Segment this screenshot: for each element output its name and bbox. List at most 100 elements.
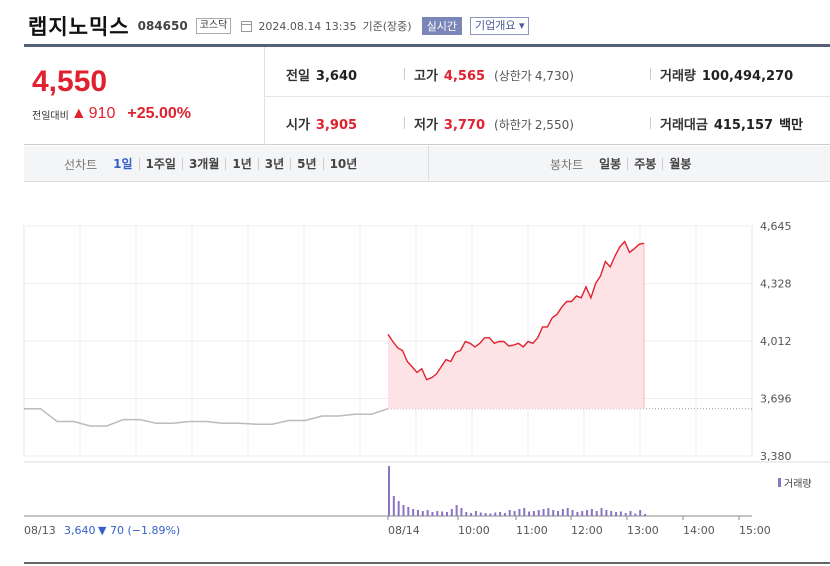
low-value: 3,770 [443,118,486,133]
change-percent: +25.00% [127,105,191,122]
volume-bar [528,511,531,516]
line-period-tab[interactable]: 1주일 [138,158,182,170]
candle-period-tab[interactable]: 일봉 [599,157,622,171]
x-tick-label: 10:00 [458,524,490,537]
line-period-tab[interactable]: 3개월 [181,158,225,170]
volume-bar [644,514,646,516]
candle-chart-label: 봉차트 [550,157,584,172]
x-tick-label: 12:00 [571,524,603,537]
volume-bar [605,510,608,516]
volume-bar [431,512,434,516]
volume-bar [407,507,410,516]
y-tick-label: 3,380 [760,450,792,463]
volume-bar [532,511,535,516]
line-period-tab[interactable]: 5년 [290,158,322,170]
volume-bar [460,508,463,516]
stock-code: 084650 [137,19,188,33]
volume-bar [542,509,545,516]
amount-stat: 거래대금 415,157 백만 [660,114,803,133]
volume-bar [561,509,564,516]
volume-bar [421,511,424,516]
high-value: 4,565 [443,69,486,84]
volume-bar [474,511,477,516]
volume-bar [615,512,618,516]
amount-unit: 백만 [779,118,803,133]
line-chart-label: 선차트 [64,157,98,172]
candle-period-tab[interactable]: 주봉 [627,158,662,170]
volume-bar [576,512,579,516]
volume-legend-label: 거래량 [784,478,812,490]
volume-bar [441,511,444,516]
tab-divider [428,146,429,182]
volume-bar [392,496,395,516]
volume-bar [629,511,632,516]
volume-bar [479,512,482,516]
chart-tab-bar: 선차트 1일 1주일 3개월 1년 3년 5년 10년 봉차트 일봉 주봉 월봉 [24,146,830,182]
volume-bar [402,505,405,516]
volume-bar [595,511,598,516]
stat-separator [404,117,405,129]
quote-panel: 4,550 전일대비 ▲ 910 +25.00% 전일 3,640 고가 4,5… [24,47,830,145]
company-overview-label: 기업개요 [474,19,516,32]
change-value: 910 [88,105,116,122]
y-tick-label: 4,012 [760,335,792,348]
lower-limit-label: (하한가 [494,118,532,132]
y-tick-label: 3,696 [760,393,792,406]
open-stat: 시가 3,905 [286,114,357,133]
amount-label: 거래대금 [660,118,708,133]
x-tick-label: 11:00 [516,524,548,537]
x-tick-label: 13:00 [627,524,659,537]
price-line [387,240,645,381]
volume-bar [489,513,492,516]
line-period-tab[interactable]: 10년 [322,158,364,170]
volume-bar [465,512,468,516]
line-period-tab[interactable]: 1년 [225,158,257,170]
prev-day-line [24,407,389,427]
x-tick-label: 14:00 [683,524,715,537]
volume-bar [537,510,540,516]
high-stat: 고가 4,565 (상한가 4,730) [414,65,574,84]
volume-bar [566,508,569,516]
market-badge: 코스닥 [195,18,232,34]
upper-limit-value: 4,730) [534,69,574,83]
volume-bar [634,513,637,516]
lower-limit: (하한가 2,550) [491,116,574,133]
volume-bar [450,509,453,516]
stat-separator [650,68,651,80]
volume-bar [499,512,502,516]
volume-bar [557,511,560,516]
low-stat: 저가 3,770 (하한가 2,550) [414,114,574,133]
company-overview-button[interactable]: 기업개요 ▾ [469,17,530,35]
upper-limit-label: (상한가 [494,69,532,83]
stock-header: 랩지노믹스 084650 코스닥 2024.08.14 13:35 기준(장중)… [28,10,530,42]
prev-close-stat: 전일 3,640 [286,65,357,84]
amount-value: 415,157 [713,118,774,133]
stat-separator [404,68,405,80]
low-label: 저가 [414,118,438,133]
volume-bar [426,510,429,516]
volume-bar [624,513,627,516]
price-chart: 4,645 4,328 4,012 3,696 3,380 거래량 08/14 10:00 11… [23,220,830,537]
line-period-tab[interactable]: 3년 [257,158,290,170]
lower-limit-value: 2,550) [534,118,574,132]
volume-bar [600,508,603,516]
line-period-tab[interactable]: 1일 [113,157,133,171]
prev-day-close: 3,640 [64,524,96,537]
open-value: 3,905 [315,118,358,133]
volume-bar [610,511,613,516]
upper-limit: (상한가 4,730) [491,67,574,84]
chevron-down-icon: ▾ [518,19,525,32]
volume-legend-swatch [778,478,781,487]
open-label: 시가 [286,118,310,133]
candle-period-tab[interactable]: 월봉 [662,158,697,170]
change-label: 전일대비 [32,110,69,122]
volume-bar [484,513,487,516]
footer-rule [24,562,830,564]
prev-day-change: ▼ 70 (−1.89%) [98,524,180,537]
current-price: 4,550 [32,65,108,98]
volume-bar [494,512,497,516]
candle-chart-tabs: 봉차트 일봉 주봉 월봉 [550,146,697,182]
realtime-button[interactable]: 실시간 [421,17,462,35]
volume-bar [552,510,555,516]
prev-close-value: 3,640 [315,69,358,84]
